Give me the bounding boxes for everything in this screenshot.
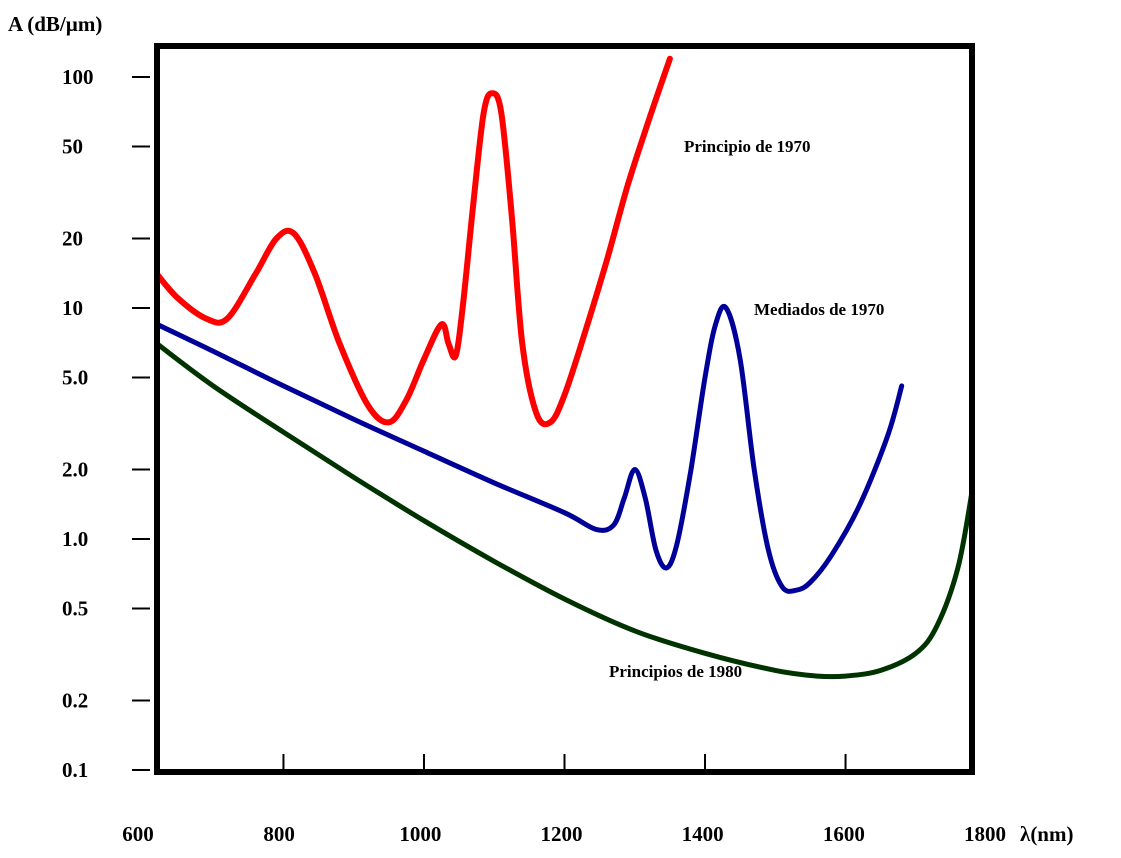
series-label-mediados-1970: Mediados de 1970 <box>754 300 884 319</box>
y-tick-label: 100 <box>62 65 94 89</box>
x-tick-label: 1800 <box>964 822 1006 846</box>
y-axis-title: A (dB/µm) <box>8 12 102 36</box>
series-line-principio-1970 <box>157 55 673 428</box>
series-label-principio-1970: Principio de 1970 <box>684 137 811 156</box>
y-tick-label: 10 <box>62 296 83 320</box>
y-tick-label: 0.2 <box>62 688 88 712</box>
y-tick-label: 0.5 <box>62 597 88 621</box>
plot-frame <box>154 43 975 775</box>
x-tick-label: 1600 <box>823 822 865 846</box>
y-tick-label: 50 <box>62 135 83 159</box>
x-tick-label: 600 <box>122 822 154 846</box>
axis-ticks: 100 50 20 10 5.0 2.0 1.0 0.5 0.2 0.1 600 800 1000 120… <box>62 65 1006 846</box>
series-label-principios-1980: Principios de 1980 <box>609 662 742 681</box>
series-labels: Principio de 1970 Mediados de 1970 Princip… <box>609 137 884 681</box>
series-line-principios-1980 <box>157 341 972 680</box>
x-axis-title: λ(nm) <box>1020 822 1073 846</box>
series-line-mediados-1970 <box>157 303 905 594</box>
x-tick-label: 1000 <box>399 822 441 846</box>
y-tick-label: 0.1 <box>62 758 88 782</box>
x-tick-label: 1400 <box>682 822 724 846</box>
y-tick-label: 2.0 <box>62 457 88 481</box>
plot-lines <box>157 55 972 680</box>
y-tick-label: 20 <box>62 226 83 250</box>
x-tick-label: 800 <box>263 822 295 846</box>
y-tick-label: 1.0 <box>62 527 88 551</box>
x-tick-label: 1200 <box>541 822 583 846</box>
y-tick-label: 5.0 <box>62 366 88 390</box>
